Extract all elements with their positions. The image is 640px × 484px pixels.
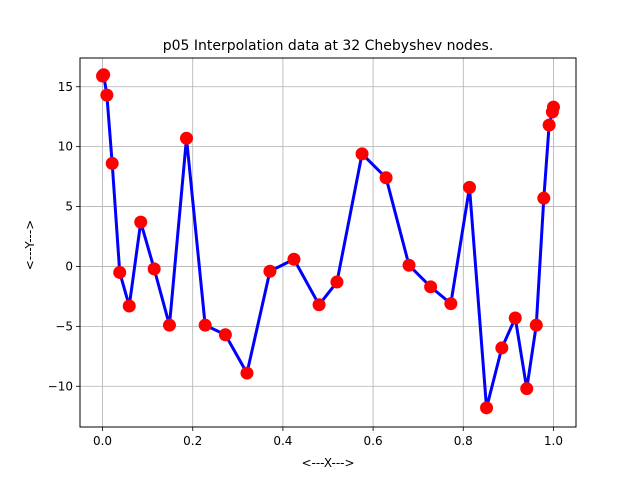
x-tick-label: 0.2 <box>183 434 202 448</box>
data-point <box>546 100 560 114</box>
data-point <box>134 215 148 229</box>
data-point <box>240 366 254 380</box>
x-axis-label: <---X---> <box>301 456 354 470</box>
data-point <box>180 131 194 145</box>
data-point <box>379 171 393 185</box>
data-point <box>330 275 344 289</box>
chart-title: p05 Interpolation data at 32 Chebyshev n… <box>163 38 494 54</box>
data-point <box>462 180 476 194</box>
data-point <box>537 191 551 205</box>
x-tick-label: 0.4 <box>273 434 292 448</box>
data-point <box>542 118 556 132</box>
y-tick-label: 10 <box>58 140 73 154</box>
data-point <box>508 311 522 325</box>
data-point <box>198 318 212 332</box>
data-point <box>147 262 161 276</box>
data-point <box>122 299 136 313</box>
data-series <box>96 68 560 415</box>
y-tick-label: 0 <box>65 259 73 273</box>
data-point <box>520 382 534 396</box>
data-point <box>402 258 416 272</box>
x-tick-label: 0.6 <box>364 434 383 448</box>
plot-frame <box>79 57 577 428</box>
data-point <box>100 88 114 102</box>
x-tick-label: 0.0 <box>93 434 112 448</box>
data-point <box>287 252 301 266</box>
data-point <box>105 156 119 170</box>
y-axis-label: <---Y---> <box>23 220 37 271</box>
y-tick-label: 5 <box>65 200 73 214</box>
data-point <box>424 280 438 294</box>
y-tick-label: −10 <box>48 379 73 393</box>
data-point <box>480 401 494 415</box>
data-point <box>162 318 176 332</box>
data-point <box>444 297 458 311</box>
y-tick-label: −5 <box>55 319 73 333</box>
series-line <box>101 73 555 410</box>
data-point <box>263 264 277 278</box>
data-point <box>97 68 111 82</box>
x-tick-label: 0.8 <box>454 434 473 448</box>
data-point <box>113 265 127 279</box>
data-point <box>529 318 543 332</box>
data-point <box>312 298 326 312</box>
data-point <box>495 341 509 355</box>
data-point <box>218 328 232 342</box>
x-tick-label: 1.0 <box>544 434 563 448</box>
y-tick-label: 15 <box>58 80 73 94</box>
data-point <box>355 147 369 161</box>
axis-ticks: 0.0 0.2 0.4 0.6 0.8 1.0 −10 −5 0 5 10 15 <box>48 80 563 448</box>
grid <box>80 58 576 427</box>
